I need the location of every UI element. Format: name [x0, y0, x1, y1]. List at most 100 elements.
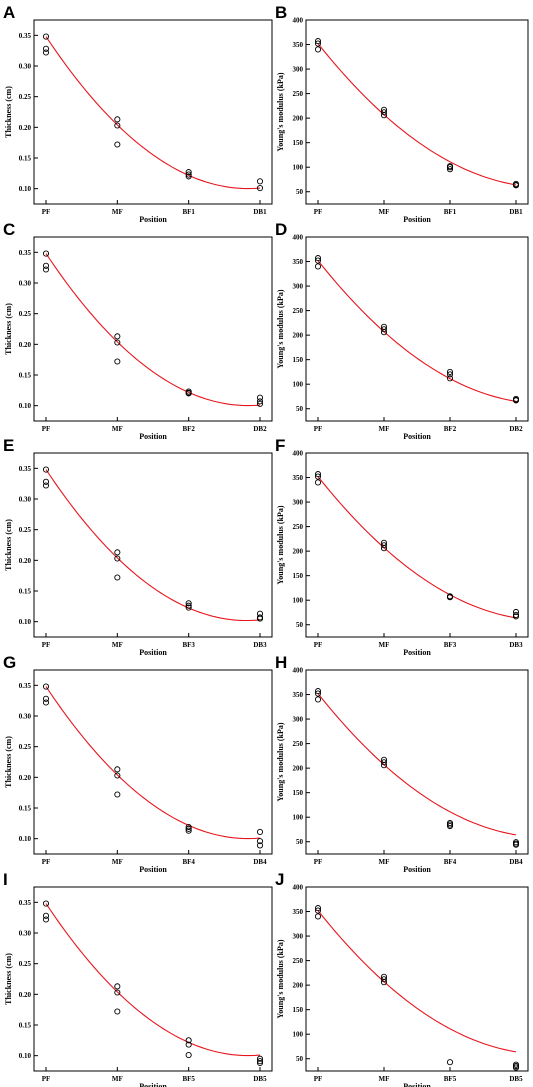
data-point: [114, 333, 121, 340]
data-point: [256, 1055, 264, 1062]
panel-b: B 50 100 150 200 250 300 350 400 PF MF BF1 DB1 Positi…: [275, 3, 529, 224]
x-tick-label: DB3: [509, 641, 523, 649]
x-tick-label: BF5: [182, 1075, 195, 1083]
y-tick-label: 0.35: [19, 32, 32, 40]
data-point: [185, 823, 192, 831]
x-tick-label: DB2: [509, 425, 523, 433]
x-tick-label: DB4: [253, 858, 267, 866]
plot-frame: [305, 19, 529, 205]
data-point: [42, 695, 50, 702]
data-point: [42, 478, 50, 485]
data-point: [314, 263, 322, 270]
x-tick-label: PF: [42, 1075, 51, 1083]
y-tick-label: 0.30: [19, 496, 32, 504]
data-point: [114, 766, 121, 773]
y-tick-label: 0.15: [19, 155, 32, 163]
y-axis-label: Young's modulus (kPa): [276, 72, 285, 151]
data-point: [256, 615, 264, 622]
y-tick-label: 0.10: [19, 1052, 32, 1060]
y-tick-label: 200: [293, 765, 304, 773]
data-point: [314, 479, 322, 486]
y-tick-label: 350: [293, 691, 304, 699]
fit-curve: [317, 693, 517, 836]
x-tick-label: DB5: [509, 1075, 523, 1083]
x-axis-label: Position: [403, 1082, 431, 1087]
panel-letter: I: [3, 870, 8, 889]
y-axis-label: Thickness (cm): [4, 953, 13, 1005]
x-tick-label: BF2: [182, 425, 195, 433]
data-point: [114, 989, 121, 996]
x-tick-label: MF: [379, 641, 390, 649]
data-point: [512, 608, 520, 616]
y-tick-label: 0.15: [19, 372, 32, 380]
data-point: [114, 983, 121, 990]
y-tick-label: 0.30: [19, 63, 32, 71]
panel-f: F 50 100 150 200 250 300 350 400 PF MF BF3 DB3 Positi…: [275, 436, 529, 657]
y-tick-label: 300: [293, 499, 304, 507]
data-point: [512, 182, 520, 189]
x-tick-label: DB4: [509, 858, 523, 866]
panel-a: A 0.10 0.15 0.20 0.25 0.30 0.35 PF MF BF1 DB1 Posit…: [3, 3, 273, 224]
data-point: [114, 555, 121, 562]
data-point: [114, 1008, 121, 1015]
y-tick-label: 200: [293, 332, 304, 340]
data-point: [185, 604, 192, 611]
data-point: [114, 339, 121, 346]
data-point: [446, 594, 454, 601]
y-tick-label: 0.10: [19, 618, 32, 626]
y-tick-label: 250: [293, 307, 304, 315]
x-tick-label: PF: [42, 858, 51, 866]
x-tick-label: DB2: [253, 425, 267, 433]
y-tick-label: 100: [293, 1031, 304, 1039]
y-tick-label: 0.30: [19, 713, 32, 721]
y-tick-label: 0.15: [19, 805, 32, 813]
y-tick-label: 0.20: [19, 991, 32, 999]
data-point: [114, 141, 121, 148]
x-tick-label: BF3: [444, 641, 457, 649]
data-point: [446, 164, 454, 171]
y-tick-label: 0.30: [19, 280, 32, 288]
fit-curve: [317, 476, 517, 619]
data-point: [256, 828, 264, 835]
y-tick-label: 0.15: [19, 588, 32, 596]
data-point: [185, 1052, 192, 1059]
y-tick-label: 50: [296, 405, 304, 413]
x-tick-label: PF: [314, 425, 323, 433]
data-point: [446, 375, 454, 382]
y-axis-label: Thickness (cm): [4, 303, 13, 355]
panel-d: D 50 100 150 200 250 300 350 400 PF MF BF2 DB2 Positi…: [275, 220, 529, 441]
y-tick-label: 250: [293, 90, 304, 98]
fit-curve: [45, 36, 261, 190]
data-point: [185, 1041, 192, 1048]
y-tick-label: 0.25: [19, 743, 32, 751]
panel-c: C 0.10 0.15 0.20 0.25 0.30 0.35 PF MF BF2 DB2 Posit…: [3, 220, 273, 441]
x-tick-label: BF2: [444, 425, 457, 433]
x-tick-label: BF3: [182, 641, 195, 649]
data-point: [42, 250, 50, 257]
data-point: [314, 257, 322, 264]
x-axis-label: Position: [139, 648, 167, 657]
y-tick-label: 0.15: [19, 1022, 32, 1030]
data-point: [256, 838, 264, 845]
data-point: [314, 690, 322, 697]
y-tick-label: 0.20: [19, 774, 32, 782]
data-point: [380, 112, 388, 119]
data-point: [314, 905, 322, 912]
y-tick-label: 50: [296, 1055, 304, 1063]
y-tick-label: 0.10: [19, 835, 32, 843]
y-tick-label: 0.35: [19, 465, 32, 473]
data-point: [380, 762, 388, 769]
y-tick-label: 100: [293, 381, 304, 389]
y-tick-label: 100: [293, 814, 304, 822]
data-point: [256, 398, 264, 405]
x-tick-label: PF: [42, 425, 51, 433]
plot-frame: [33, 452, 273, 638]
panel-i: I 0.10 0.15 0.20 0.25 0.30 0.35 PF MF BF5 DB5 Posit…: [3, 870, 273, 1087]
x-tick-label: PF: [42, 208, 51, 216]
data-point: [42, 45, 50, 52]
x-tick-label: BF5: [444, 1075, 457, 1083]
data-point: [42, 266, 50, 273]
x-tick-label: MF: [112, 425, 123, 433]
x-axis-label: Position: [139, 432, 167, 441]
fit-curve: [317, 43, 517, 186]
